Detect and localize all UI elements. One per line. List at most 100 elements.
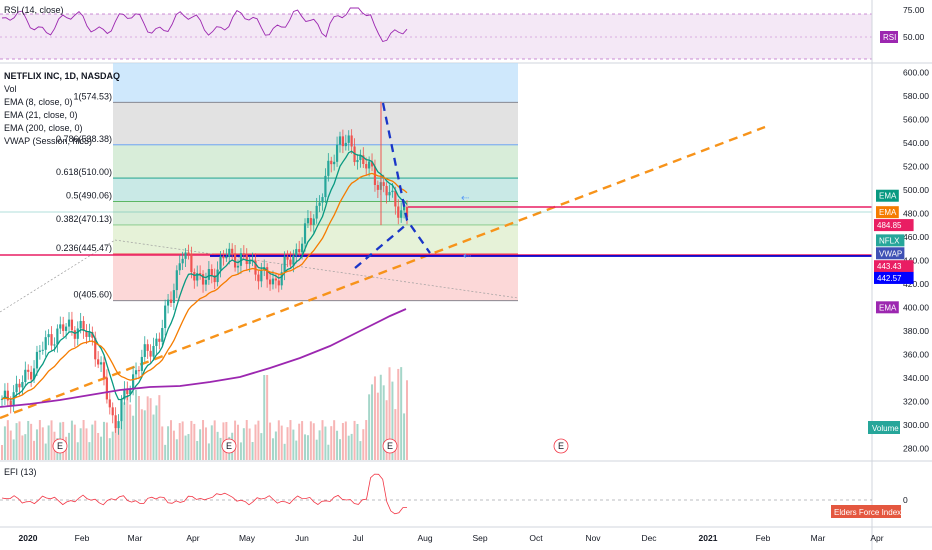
price-tag-bg: [876, 301, 899, 314]
time-axis-label: Jun: [295, 533, 309, 543]
volume-bar: [158, 395, 161, 460]
volume-bar: [304, 434, 307, 460]
volume-bar: [3, 426, 6, 460]
candle-body: [233, 253, 237, 268]
volume-bar: [362, 429, 365, 460]
candle-body: [260, 270, 263, 282]
volume-bar: [338, 439, 341, 460]
arrow-left-icon-2: ⇠: [463, 251, 471, 262]
candle-body: [370, 161, 374, 167]
price-tag: VWAP: [879, 249, 902, 258]
candle-body: [228, 248, 231, 257]
legend-vwap: VWAP (Session, hlc3): [4, 136, 92, 146]
candle-body: [169, 299, 173, 303]
candle-body: [245, 255, 248, 265]
time-axis[interactable]: 2020 Feb Mar Apr May Jun Jul Aug Sep Oct Nov Dec 202…: [19, 533, 884, 543]
volume-bar: [207, 443, 210, 460]
fib-zone: [113, 144, 518, 179]
volume-bar: [193, 423, 196, 460]
volume-bar: [140, 409, 143, 460]
candle-body: [303, 223, 307, 244]
candle-body: [283, 256, 286, 273]
candle-body: [155, 338, 158, 346]
candle-body: [3, 390, 7, 399]
volume-bar: [309, 421, 312, 460]
time-axis-label: Mar: [811, 533, 826, 543]
candle-body: [24, 369, 27, 382]
candle-body: [321, 197, 324, 203]
price-axis[interactable]: 280.00 300.00 320.00 340.00 360.00 380.00 400.…: [903, 67, 929, 453]
candle-body: [280, 272, 283, 286]
price-tag: EMA: [879, 208, 897, 217]
time-axis-label: Oct: [529, 533, 543, 543]
price-tag-bg: [876, 206, 899, 219]
candle-body: [114, 415, 117, 429]
candle-body: [111, 407, 114, 416]
price-tag-bg: [876, 247, 905, 260]
candle-body: [99, 362, 103, 365]
price-axis-label: 600.00: [903, 67, 929, 77]
volume-bar: [169, 420, 172, 460]
candle-body: [0, 398, 4, 400]
candle-body: [120, 399, 123, 422]
candle-body: [161, 328, 164, 342]
candle-body: [9, 400, 12, 406]
volume-bar: [359, 441, 362, 460]
fib-level-label: 0(405.60): [73, 290, 112, 300]
candle-body: [362, 155, 365, 165]
price-tag-bg: [876, 234, 905, 247]
candle-body: [225, 256, 228, 259]
efi-tag-bg: [831, 505, 901, 518]
candle-body: [41, 349, 44, 351]
volume-bar: [6, 420, 9, 460]
volume-bar: [213, 420, 216, 460]
price-axis-label: 280.00: [903, 443, 929, 453]
volume-bar: [88, 442, 91, 460]
candle-body: [30, 371, 33, 380]
candle-body: [88, 331, 91, 337]
candle-body: [85, 330, 88, 337]
candle-body: [149, 350, 152, 357]
legend-ema-21: EMA (21, close, 0): [4, 110, 78, 120]
price-axis-label: 420.00: [903, 279, 929, 289]
volume-bar: [373, 376, 376, 460]
candle-body: [274, 278, 277, 281]
volume-bar: [175, 439, 178, 460]
volume-bar: [263, 375, 266, 460]
volume-bar: [196, 440, 199, 460]
candle-body: [158, 338, 161, 342]
candle-body: [21, 381, 24, 388]
volume-bar: [132, 415, 135, 460]
volume-bar: [73, 424, 76, 460]
volume-bar: [379, 374, 382, 460]
volume-bar: [126, 395, 129, 460]
candle-body: [166, 299, 170, 306]
earnings-marker: E: [52, 438, 68, 454]
price-axis-label: 460.00: [903, 232, 929, 242]
volume-bar: [204, 427, 207, 460]
volume-bar: [21, 435, 24, 460]
svg-text:E: E: [57, 441, 63, 451]
volume-bar: [324, 426, 327, 460]
volume-bar: [248, 428, 251, 460]
candle-body: [134, 370, 138, 375]
volume-bar: [181, 421, 184, 460]
time-axis-label: Nov: [585, 533, 601, 543]
price-axis-label: 520.00: [903, 161, 929, 171]
candle-body: [73, 330, 76, 339]
candle-body: [132, 374, 135, 390]
volume-bar: [152, 414, 155, 460]
volume-bar: [321, 420, 324, 460]
volume-bar: [155, 405, 158, 460]
volume-bar: [164, 444, 167, 460]
candle-body: [266, 267, 269, 280]
candle-body: [123, 388, 126, 400]
candle-body: [164, 305, 167, 329]
fib-level-label: 0.382(470.13): [56, 214, 112, 224]
time-axis-label: Apr: [870, 533, 883, 543]
fib-level-label: 0.236(445.47): [56, 243, 112, 253]
candle-body: [201, 274, 205, 285]
candle-body: [196, 273, 199, 281]
candle-body: [172, 290, 176, 303]
volume-bar: [274, 431, 277, 460]
